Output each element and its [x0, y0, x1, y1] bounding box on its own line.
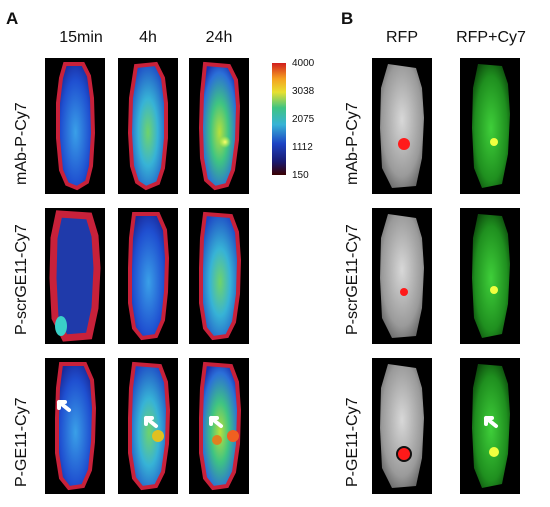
intensity-colorbar [272, 63, 286, 175]
heatmap-ge11-15min [45, 358, 105, 494]
rfp-cy7-image-ge11 [460, 358, 520, 494]
panel-a-letter: A [6, 9, 19, 28]
colorbar-tick-4000: 4000 [292, 58, 315, 69]
panel-b-row-label-scrge11: P-scrGE11-Cy7 [344, 224, 361, 335]
timepoint-4h-header: 4h [139, 29, 157, 46]
panel-b-row-label-mab: mAb-P-Cy7 [344, 102, 361, 185]
colorbar-tick-2075: 2075 [292, 114, 315, 125]
rfp-channel-header: RFP [386, 29, 418, 46]
rfp-cy7-channel-header: RFP+Cy7 [456, 29, 526, 46]
panel-a-row-label-mab: mAb-P-Cy7 [13, 102, 30, 185]
panel-a-row-label-scrge11: P-scrGE11-Cy7 [13, 224, 30, 335]
colorbar-tick-3038: 3038 [292, 86, 315, 97]
heatmap-ge11-4h [118, 358, 178, 494]
heatmap-ge11-24h [189, 358, 249, 494]
rfp-image-mab [372, 58, 432, 194]
rfp-cy7-image-scrge11 [460, 208, 520, 344]
rfp-image-scrge11 [372, 208, 432, 344]
panel-a-row-label-ge11: P-GE11-Cy7 [13, 397, 30, 487]
panel-b-row-label-ge11: P-GE11-Cy7 [344, 397, 361, 487]
timepoint-24h-header: 24h [205, 29, 233, 46]
heatmap-mab-4h [118, 58, 178, 194]
colorbar-tick-150: 150 [292, 170, 309, 181]
heatmap-scrge11-15min [45, 208, 105, 344]
heatmap-scrge11-4h [118, 208, 178, 344]
panel-b-letter: B [341, 9, 354, 28]
timepoint-15min-header: 15min [59, 29, 103, 46]
colorbar-tick-1112: 1112 [292, 142, 313, 153]
heatmap-mab-15min [45, 58, 105, 194]
rfp-cy7-image-mab [460, 58, 520, 194]
heatmap-scrge11-24h [189, 208, 249, 344]
heatmap-mab-24h [189, 58, 249, 194]
rfp-image-ge11 [372, 358, 432, 494]
